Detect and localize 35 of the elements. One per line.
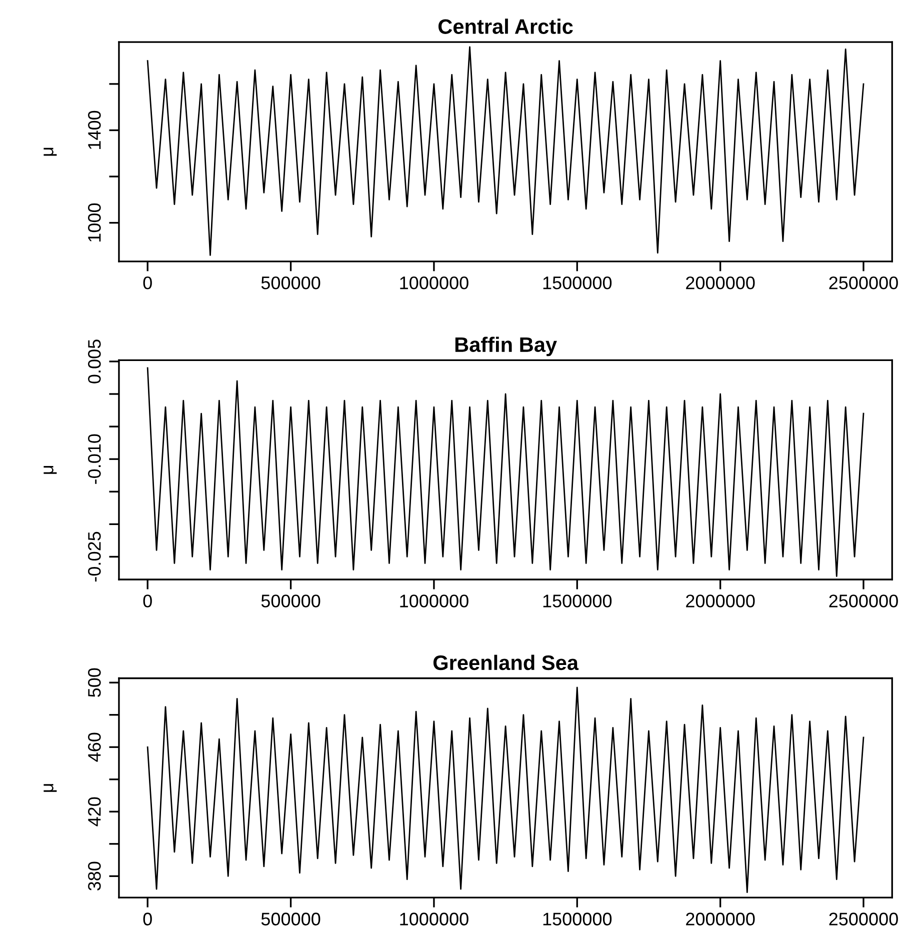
y-tick-label: 420 — [88, 797, 101, 826]
y-tick-label: 380 — [88, 862, 101, 891]
x-tick-label: 1500000 — [543, 276, 612, 290]
x-tick-label: 0 — [143, 276, 152, 290]
x-tick-label: 1500000 — [543, 594, 612, 608]
x-tick-label: 0 — [143, 594, 152, 608]
x-tick-label: 2500000 — [829, 594, 898, 608]
line-series — [146, 686, 864, 893]
y-tick-label: 460 — [88, 732, 101, 762]
x-tick-label: 2000000 — [686, 912, 755, 926]
x-tick-label: 1500000 — [543, 912, 612, 926]
x-tick-label: 2500000 — [829, 912, 898, 926]
y-axis-title: μ — [44, 784, 57, 792]
chart-title: Central Arctic — [438, 18, 573, 34]
x-tick-label: 500000 — [261, 594, 320, 608]
x-tick-label: 1000000 — [400, 912, 468, 926]
chart-title: Baffin Bay — [455, 336, 557, 356]
y-tick-label: -0.025 — [88, 532, 101, 582]
chart-title: Greenland Sea — [433, 654, 579, 670]
x-tick-label: 2500000 — [829, 276, 898, 290]
line-series — [146, 46, 864, 256]
y-axis-title: μ — [44, 148, 57, 156]
y-tick-label: -0.010 — [88, 434, 101, 484]
x-tick-label: 2000000 — [686, 276, 755, 290]
y-tick-label: 500 — [88, 668, 101, 697]
x-tick-label: 500000 — [261, 912, 320, 926]
x-tick-label: 1000000 — [400, 276, 468, 290]
y-tick-label: 1400 — [88, 110, 101, 149]
y-tick-label: 0.005 — [88, 340, 101, 384]
x-tick-label: 1000000 — [400, 594, 468, 608]
x-tick-label: 2000000 — [686, 594, 755, 608]
x-tick-label: 500000 — [261, 276, 320, 290]
y-tick-label: 1000 — [88, 203, 101, 242]
y-axis-title: μ — [44, 466, 57, 474]
x-tick-label: 0 — [143, 912, 152, 926]
